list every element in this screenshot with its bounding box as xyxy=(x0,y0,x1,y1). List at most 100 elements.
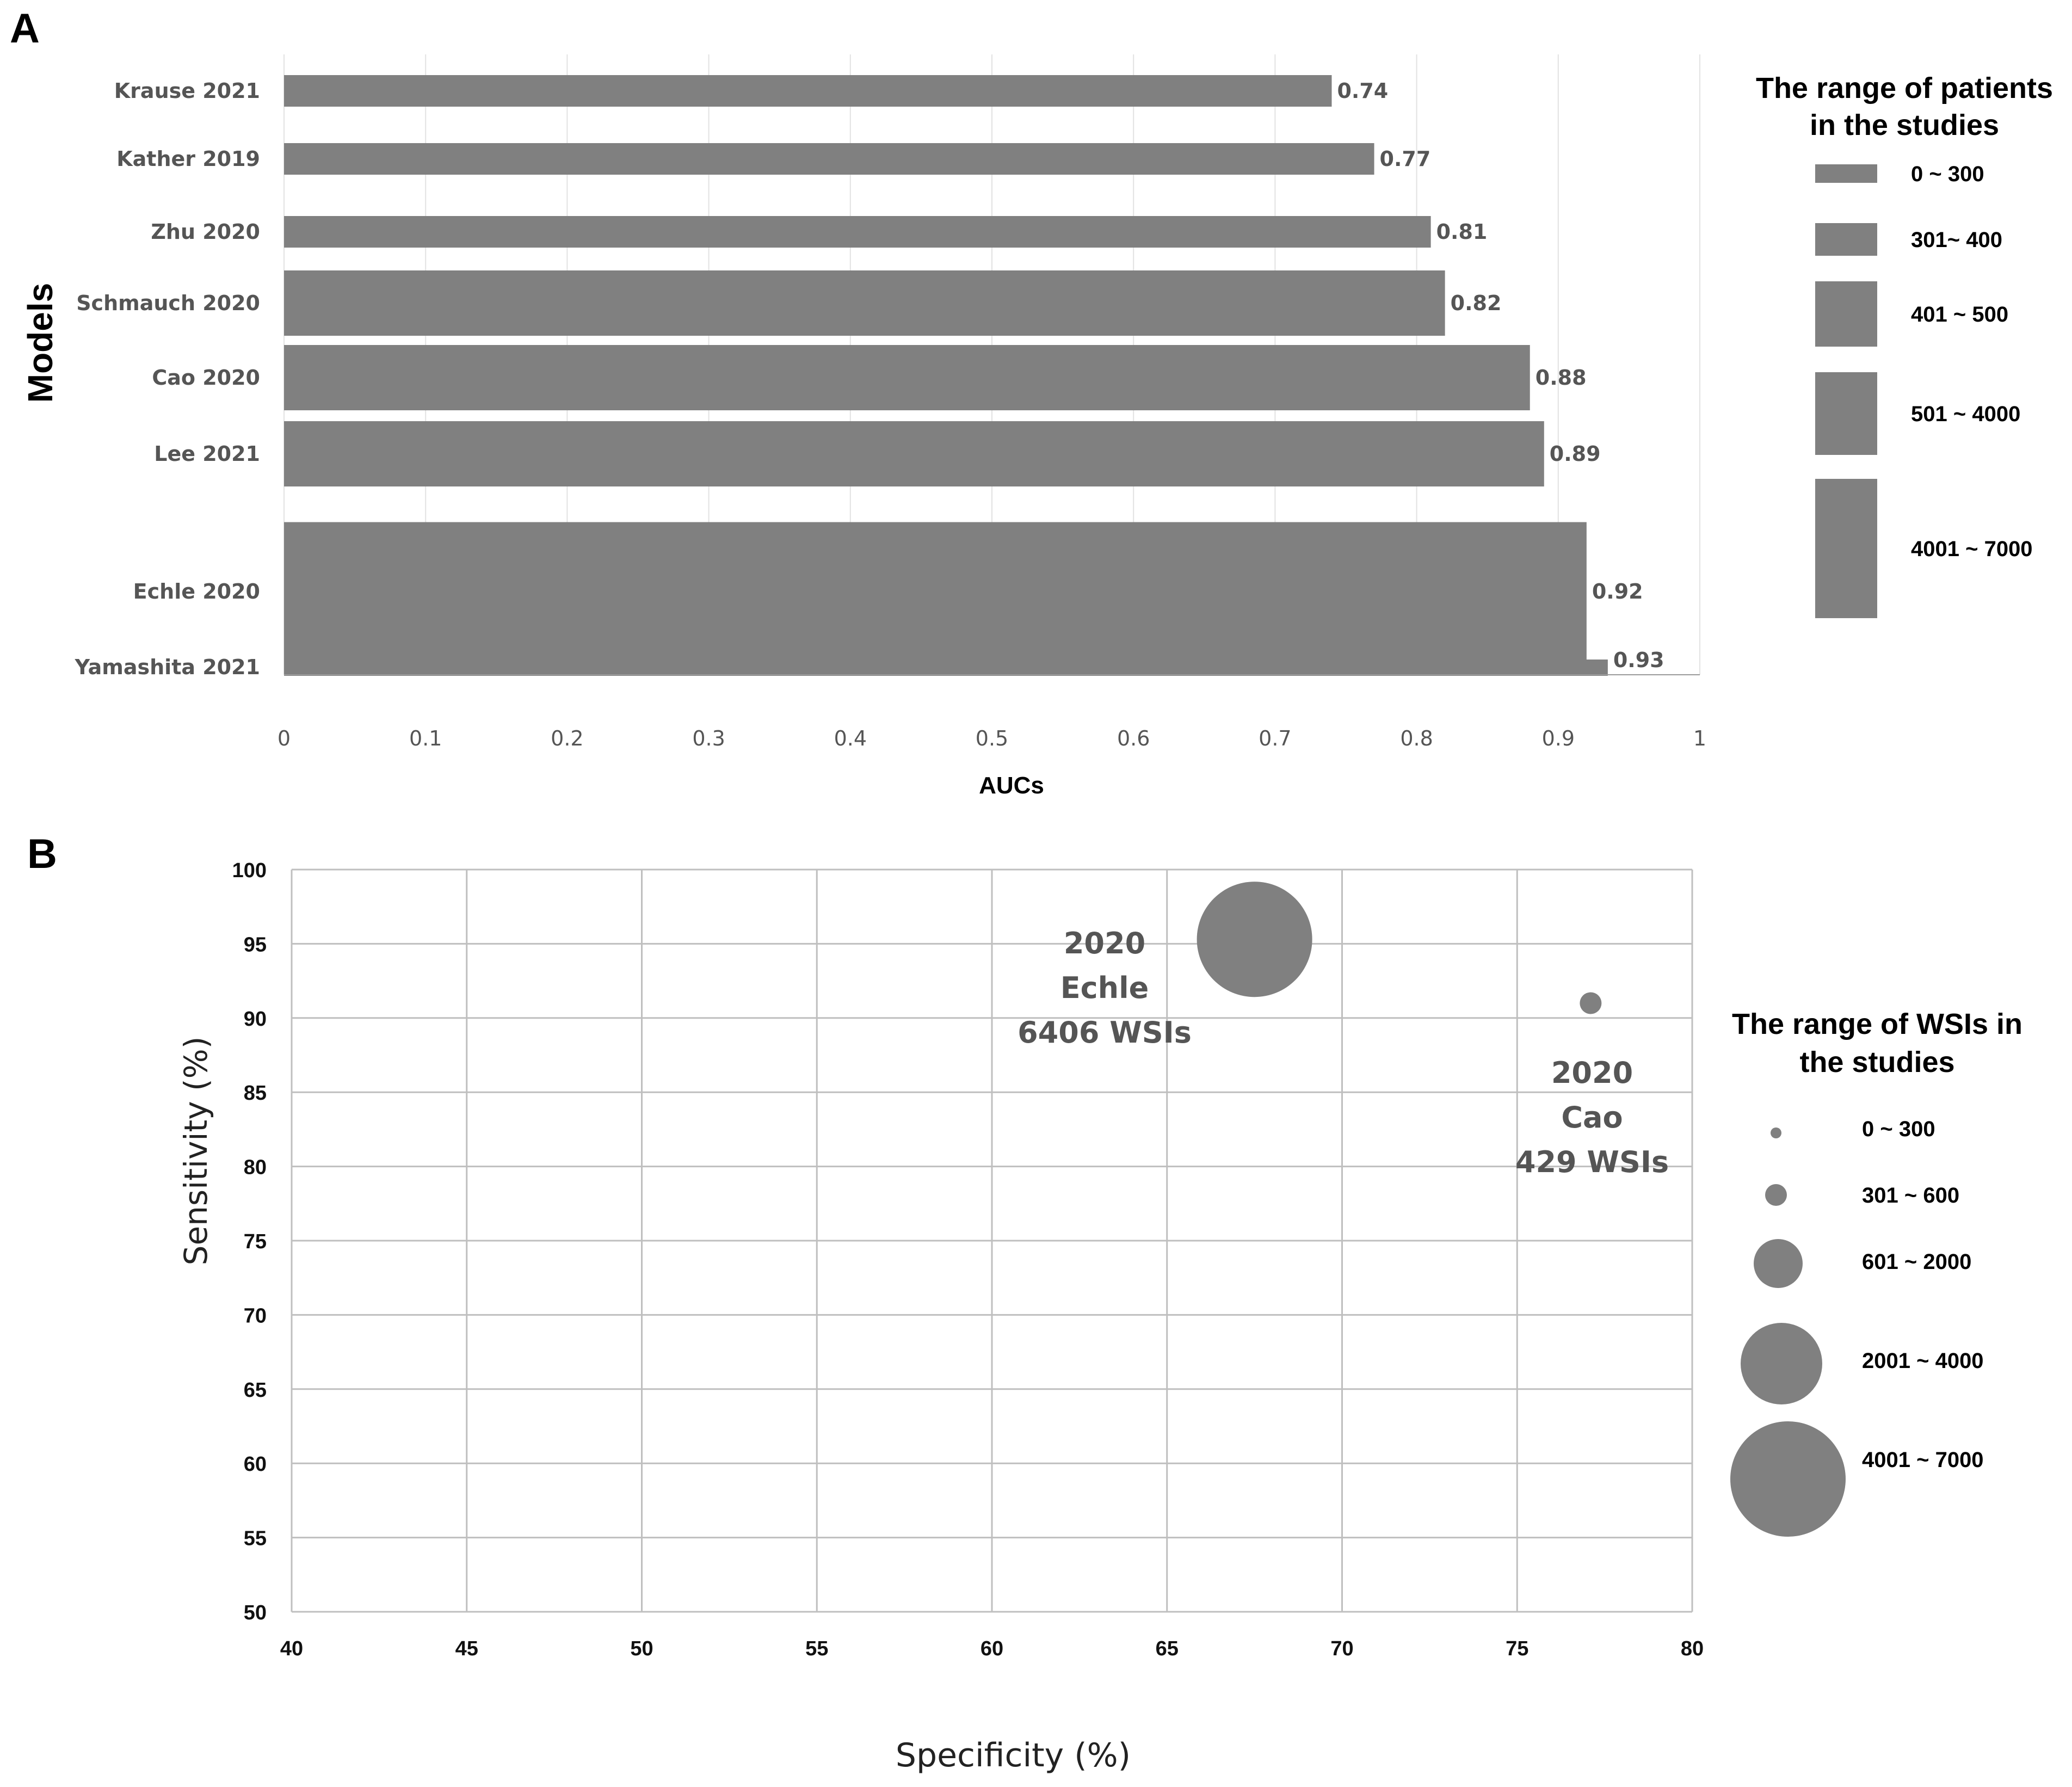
panel-b-x-axis-label: Specificity (%) xyxy=(896,1736,1131,1774)
panel-b-legend-bubble xyxy=(1754,1239,1803,1288)
panel-letter-b: B xyxy=(27,831,57,877)
panel-a-legend-swatch xyxy=(1815,223,1877,256)
bar-category-label: Schmauch 2020 xyxy=(76,291,260,315)
bar-cao-2020 xyxy=(284,345,1530,410)
panel-b-y-tick-label: 70 xyxy=(244,1304,267,1327)
panel-b-x-tick-label: 75 xyxy=(1506,1637,1528,1660)
panel-b-legend-bubble xyxy=(1741,1323,1822,1404)
panel-a-legend-swatch xyxy=(1815,164,1877,183)
panel-a-x-ticks: 0 0.1 0.2 0.3 0.4 0.5 0.6 0.7 0.8 0.9 1 xyxy=(278,726,1706,750)
panel-b-x-tick-label: 70 xyxy=(1330,1637,1353,1660)
panel-b-legend-label: 301 ~ 600 xyxy=(1862,1184,1959,1207)
bar-value-label: 0.81 xyxy=(1436,220,1488,244)
panel-a: A Krause 2021 0.74 Kather 2019 0.77 Zhu 2020… xyxy=(10,5,2053,799)
bar-kather-2019 xyxy=(284,143,1374,175)
panel-b-legend-bubble xyxy=(1730,1421,1846,1537)
panel-b-x-tick-label: 55 xyxy=(805,1637,828,1660)
panel-b-annotations: 2020 Echle 6406 WSIs 2020 Cao 429 WSIs xyxy=(1017,926,1669,1179)
bar-value-label: 0.89 xyxy=(1550,442,1601,466)
panel-a-x-tick-label: 1 xyxy=(1693,726,1706,750)
panel-b-y-tick-label: 80 xyxy=(244,1156,267,1179)
panel-b-ticks: 40 45 50 55 60 65 70 75 80 50 55 60 65 70 75 80 85 90 95 10… xyxy=(232,859,1704,1660)
panel-b-gridlines xyxy=(291,868,1693,1613)
panel-a-x-tick-label: 0.3 xyxy=(692,726,725,750)
panel-a-x-tick-label: 0 xyxy=(278,726,291,750)
panel-a-legend-label: 501 ~ 4000 xyxy=(1911,402,2020,426)
panel-b-x-tick-label: 45 xyxy=(455,1637,478,1660)
bar-schmauch-2020 xyxy=(284,270,1445,336)
bar-category-label: Yamashita 2021 xyxy=(75,655,260,679)
panel-b-y-tick-label: 85 xyxy=(244,1082,267,1105)
bubble-annotation-line: 2020 xyxy=(1551,1056,1633,1090)
panel-b-legend-label: 2001 ~ 4000 xyxy=(1862,1349,1984,1373)
panel-a-legend-title: The range of patients xyxy=(1756,72,2053,104)
panel-a-legend-swatch xyxy=(1815,372,1877,455)
bar-value-label: 0.92 xyxy=(1592,580,1643,603)
panel-a-legend-label: 301~ 400 xyxy=(1911,228,2002,252)
panel-a-legend-swatch xyxy=(1815,479,1877,618)
bubble-annotation-line: 2020 xyxy=(1064,926,1145,960)
panel-b-y-tick-label: 60 xyxy=(244,1453,267,1476)
panel-a-legend-title: in the studies xyxy=(1810,109,1999,141)
bar-value-label: 0.93 xyxy=(1613,648,1664,672)
panel-b-legend-label: 601 ~ 2000 xyxy=(1862,1250,1971,1274)
bar-value-label: 0.88 xyxy=(1535,366,1587,390)
panel-a-x-tick-label: 0.1 xyxy=(409,726,442,750)
panel-b-y-tick-label: 100 xyxy=(232,859,267,882)
panel-a-x-axis-label: AUCs xyxy=(979,772,1044,799)
bar-krause-2021 xyxy=(284,75,1332,107)
panel-a-y-axis-label: Models xyxy=(21,283,60,403)
panel-b-legend-bubble xyxy=(1771,1127,1781,1138)
panel-a-legend-label: 0 ~ 300 xyxy=(1911,162,1984,186)
panel-b-x-tick-label: 60 xyxy=(980,1637,1003,1660)
panel-a-legend-label: 401 ~ 500 xyxy=(1911,303,2008,326)
panel-a-legend-label: 4001 ~ 7000 xyxy=(1911,537,2033,561)
panel-a-x-tick-label: 0.8 xyxy=(1400,726,1433,750)
panel-b-legend-label: 4001 ~ 7000 xyxy=(1862,1448,1984,1472)
panel-b-y-tick-label: 90 xyxy=(244,1008,267,1031)
panel-b-x-tick-label: 50 xyxy=(630,1637,653,1660)
panel-a-x-tick-label: 0.7 xyxy=(1259,726,1291,750)
bar-zhu-2020 xyxy=(284,216,1431,248)
panel-b: B 40 45 50 55 60 65 70 75 80 50 55 60 65 70 75 80 85 90 95… xyxy=(27,831,2022,1774)
bubble-annotation-line: 6406 WSIs xyxy=(1017,1015,1192,1050)
panel-b-x-tick-label: 40 xyxy=(280,1637,303,1660)
bubble-annotation-line: Cao xyxy=(1561,1100,1623,1135)
panel-b-legend-bubble xyxy=(1765,1184,1787,1206)
bar-yamashita-2021 xyxy=(284,660,1608,676)
bubble-echle xyxy=(1197,882,1312,997)
panel-a-x-tick-label: 0.4 xyxy=(834,726,867,750)
panel-a-legend: The range of patients in the studies 0 ~ 3… xyxy=(1756,72,2053,618)
bar-echle-2020 xyxy=(284,522,1587,661)
bar-category-label: Zhu 2020 xyxy=(151,220,260,244)
bar-category-label: Cao 2020 xyxy=(152,366,260,390)
panel-a-legend-swatch xyxy=(1815,281,1877,347)
panel-a-x-tick-label: 0.6 xyxy=(1117,726,1150,750)
panel-b-points xyxy=(1197,882,1602,1014)
panel-a-bars: Krause 2021 0.74 Kather 2019 0.77 Zhu 2020 0.… xyxy=(75,75,1700,679)
panel-b-legend-label: 0 ~ 300 xyxy=(1862,1117,1935,1141)
panel-a-x-tick-label: 0.9 xyxy=(1542,726,1575,750)
bar-value-label: 0.74 xyxy=(1337,79,1388,103)
panel-b-y-tick-label: 65 xyxy=(244,1379,267,1402)
panel-b-legend: The range of WSIs in the studies 0 ~ 300 30… xyxy=(1730,1008,2022,1537)
panel-a-x-tick-label: 0.2 xyxy=(551,726,583,750)
bar-value-label: 0.77 xyxy=(1380,147,1431,171)
bubble-cao xyxy=(1580,992,1602,1014)
bubble-annotation-line: 429 WSIs xyxy=(1515,1145,1669,1179)
panel-b-y-tick-label: 50 xyxy=(244,1601,267,1624)
bubble-annotation-line: Echle xyxy=(1060,971,1149,1005)
panel-b-legend-title: the studies xyxy=(1799,1046,1954,1079)
bar-value-label: 0.82 xyxy=(1451,291,1502,315)
bar-category-label: Krause 2021 xyxy=(114,79,260,103)
bar-category-label: Kather 2019 xyxy=(116,147,260,171)
panel-b-y-tick-label: 55 xyxy=(244,1527,267,1550)
bar-lee-2021 xyxy=(284,421,1544,486)
panel-letter-a: A xyxy=(10,5,40,52)
panel-b-x-tick-label: 65 xyxy=(1156,1637,1179,1660)
panel-b-x-tick-label: 80 xyxy=(1681,1637,1704,1660)
bar-category-label: Echle 2020 xyxy=(133,580,260,603)
panel-b-y-tick-label: 95 xyxy=(244,933,267,956)
bar-category-label: Lee 2021 xyxy=(154,442,260,466)
